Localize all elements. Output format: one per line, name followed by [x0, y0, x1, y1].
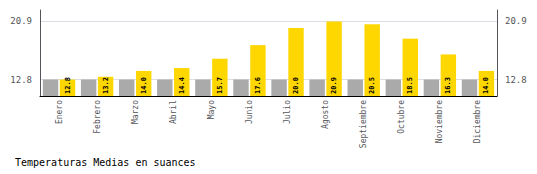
svg-text:12.8: 12.8 — [10, 75, 32, 85]
svg-text:Agosto: Agosto — [321, 100, 330, 129]
svg-text:Octubre: Octubre — [397, 100, 406, 134]
svg-text:16.3: 16.3 — [444, 77, 452, 94]
svg-text:Temperaturas Medias en suances: Temperaturas Medias en suances — [15, 157, 196, 168]
svg-text:15.7: 15.7 — [216, 77, 224, 94]
svg-text:Junio: Junio — [245, 100, 254, 124]
svg-text:20.9: 20.9 — [505, 16, 527, 26]
svg-text:20.0: 20.0 — [292, 77, 300, 94]
svg-text:12.8: 12.8 — [505, 75, 527, 85]
svg-text:14.0: 14.0 — [482, 77, 490, 94]
svg-text:13.2: 13.2 — [102, 77, 110, 94]
svg-text:Marzo: Marzo — [131, 100, 140, 124]
svg-text:Febrero: Febrero — [93, 100, 102, 134]
svg-text:Julio: Julio — [283, 100, 292, 124]
svg-text:Enero: Enero — [55, 100, 64, 124]
svg-text:20.9: 20.9 — [10, 16, 32, 26]
svg-text:14.4: 14.4 — [178, 77, 186, 94]
svg-text:Mayo: Mayo — [207, 100, 216, 119]
svg-text:20.9: 20.9 — [330, 77, 338, 94]
svg-text:17.6: 17.6 — [254, 77, 262, 94]
svg-text:Abril: Abril — [169, 100, 178, 124]
svg-text:14.0: 14.0 — [140, 77, 148, 94]
svg-text:Diciembre: Diciembre — [473, 100, 482, 144]
svg-text:12.8: 12.8 — [64, 77, 72, 94]
svg-text:20.5: 20.5 — [368, 77, 376, 94]
svg-text:Septiembre: Septiembre — [359, 100, 368, 148]
svg-text:18.5: 18.5 — [406, 77, 414, 94]
svg-text:Noviembre: Noviembre — [435, 100, 444, 144]
